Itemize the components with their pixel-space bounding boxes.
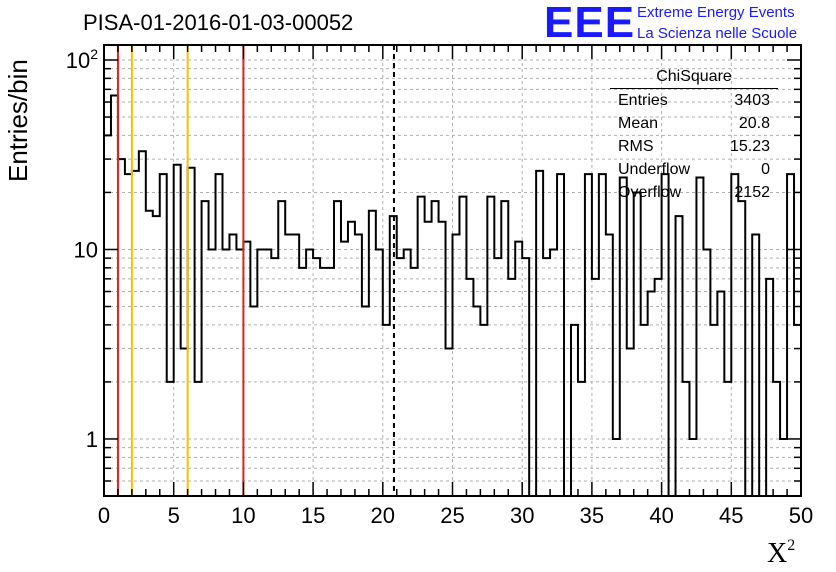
eee-logo: EEE — [544, 0, 636, 47]
x-tick-label: 25 — [440, 503, 464, 528]
logo-line-1: Extreme Energy Events — [637, 4, 795, 21]
stats-title: ChiSquare — [610, 68, 778, 89]
x-tick-label: 50 — [789, 503, 813, 528]
y-tick-label: 102 — [66, 46, 98, 73]
x-tick-label: 15 — [301, 503, 325, 528]
x-axis-label: X2 — [767, 536, 796, 569]
stats-row-rms: RMS 15.23 — [618, 138, 770, 155]
stats-row-overflow: Overflow 2152 — [618, 184, 770, 201]
stats-row-underflow: Underflow 0 — [618, 161, 770, 178]
stats-row-mean: Mean 20.8 — [618, 115, 770, 132]
x-tick-label: 10 — [231, 503, 255, 528]
y-tick-label: 1 — [86, 427, 98, 452]
x-tick-label: 5 — [168, 503, 180, 528]
x-tick-label: 35 — [580, 503, 604, 528]
y-axis-label: Entries/bin — [3, 59, 33, 182]
x-tick-label: 30 — [510, 503, 534, 528]
stats-row-entries: Entries 3403 — [618, 92, 770, 109]
y-tick-label: 10 — [74, 237, 98, 262]
x-tick-label: 45 — [719, 503, 743, 528]
logo-line-2: La Scienza nelle Scuole — [637, 25, 798, 42]
x-tick-label: 40 — [649, 503, 673, 528]
x-tick-label: 20 — [371, 503, 395, 528]
x-tick-label: 0 — [98, 503, 110, 528]
histogram-series — [104, 94, 801, 496]
chart-title: PISA-01-2016-01-03-00052 — [83, 10, 354, 35]
stats-box: ChiSquare Entries 3403 Mean 20.8 RMS 15.23 … — [610, 68, 778, 204]
